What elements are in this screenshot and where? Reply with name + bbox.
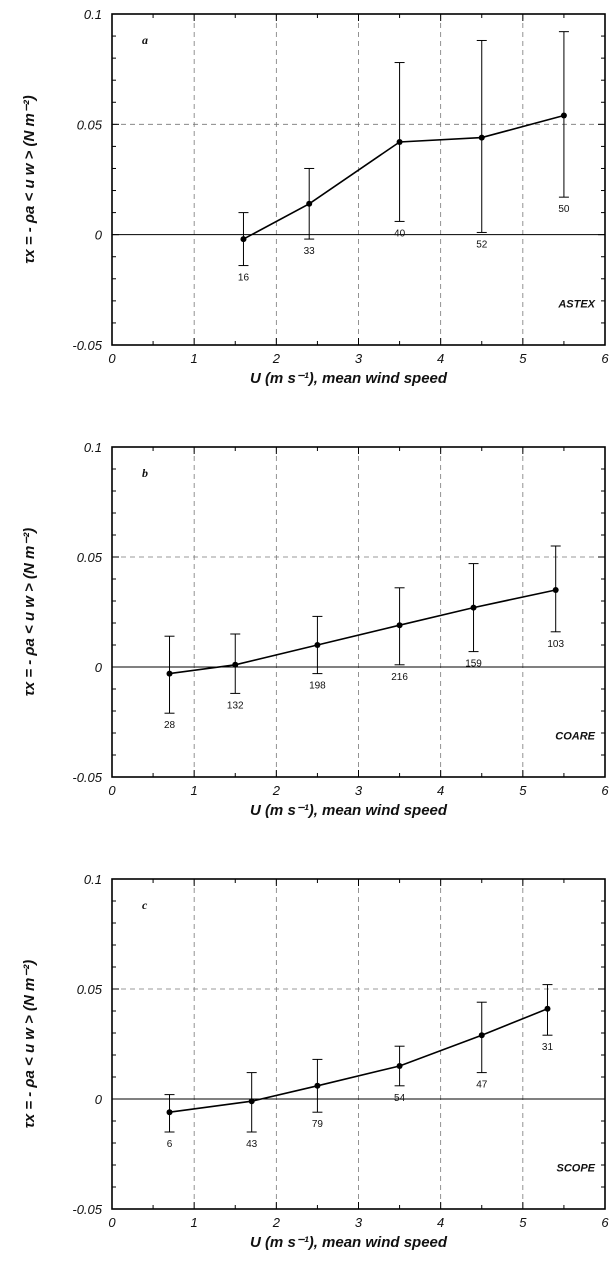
x-tick-label: 4 <box>437 1215 444 1230</box>
sample-count-label: 33 <box>304 246 316 257</box>
x-tick-label: 2 <box>272 351 281 366</box>
data-point <box>552 587 559 593</box>
panel-letter: c <box>142 898 148 912</box>
sample-count-label: 198 <box>309 681 326 692</box>
data-point <box>248 1098 255 1105</box>
x-tick-label: 1 <box>191 1215 198 1230</box>
x-tick-label: 3 <box>355 783 363 798</box>
data-point <box>396 1063 403 1069</box>
sample-count-label: 79 <box>312 1119 324 1130</box>
sample-count-label: 6 <box>167 1139 173 1150</box>
y-tick-label: 0.1 <box>84 872 102 887</box>
data-point <box>478 1032 485 1039</box>
campaign-label: SCOPE <box>556 1163 595 1175</box>
x-axis-label: U (m s⁻¹), mean wind speed <box>250 1234 448 1251</box>
y-tick-label: 0 <box>95 228 103 243</box>
y-tick-label: 0 <box>95 660 103 675</box>
data-point <box>166 1109 173 1116</box>
x-tick-label: 6 <box>601 351 609 366</box>
data-point <box>544 1005 551 1012</box>
data-point <box>560 112 567 119</box>
panel-letter: a <box>142 33 148 47</box>
sample-count-label: 43 <box>246 1139 258 1150</box>
y-tick-label: -0.05 <box>72 338 102 353</box>
sample-count-label: 103 <box>547 639 564 650</box>
sample-count-label: 16 <box>238 273 250 284</box>
y-axis-label: τx = - ρa < u w > (N m⁻²) <box>21 528 38 697</box>
x-tick-label: 1 <box>191 783 198 798</box>
y-tick-label: 0.1 <box>84 440 102 455</box>
y-tick-label: 0.1 <box>84 7 102 22</box>
x-axis-label: U (m s⁻¹), mean wind speed <box>250 802 448 819</box>
x-tick-label: 5 <box>519 351 527 366</box>
chart-panel-c: 0 1 2 3 4 5 6 -0.05 0 0.05 0.1 U (m s⁻¹), mean wind… <box>21 872 609 1251</box>
x-tick-label: 4 <box>437 783 444 798</box>
chart-panel-a: 0 1 2 3 4 5 6 -0.05 0 0.05 0.1 U (m s⁻¹), mean wind… <box>21 7 609 387</box>
data-point <box>314 1082 321 1089</box>
x-tick-label: 0 <box>108 1215 116 1230</box>
x-tick-label: 4 <box>437 351 444 366</box>
y-tick-label: -0.05 <box>72 770 102 785</box>
series-line <box>169 589 556 675</box>
y-tick-label: 0.05 <box>77 117 103 132</box>
series-line <box>243 114 565 240</box>
sample-count-label: 50 <box>558 204 570 215</box>
sample-count-label: 31 <box>542 1042 554 1053</box>
x-tick-label: 1 <box>191 351 198 366</box>
data-point <box>306 200 313 207</box>
data-point <box>396 138 403 145</box>
y-tick-label: 0.05 <box>77 982 103 997</box>
campaign-label: ASTEX <box>557 298 595 310</box>
y-tick-label: -0.05 <box>72 1202 102 1217</box>
x-tick-label: 3 <box>355 351 363 366</box>
x-tick-label: 2 <box>272 1215 281 1230</box>
campaign-label: COARE <box>555 731 595 743</box>
data-point <box>232 661 239 668</box>
x-tick-label: 0 <box>108 351 116 366</box>
x-tick-label: 5 <box>519 1215 527 1230</box>
data-point <box>470 604 477 611</box>
x-tick-label: 2 <box>272 783 281 798</box>
y-tick-label: 0 <box>95 1092 103 1107</box>
data-point <box>396 622 403 629</box>
panel-letter: b <box>142 466 148 480</box>
data-point <box>314 642 321 648</box>
sample-count-label: 159 <box>465 659 482 670</box>
series-line <box>169 1008 548 1113</box>
x-tick-label: 0 <box>108 783 116 798</box>
data-point <box>240 236 247 243</box>
x-tick-label: 5 <box>519 783 527 798</box>
sample-count-label: 47 <box>476 1080 488 1091</box>
data-point <box>166 670 173 677</box>
sample-count-label: 54 <box>394 1093 406 1104</box>
x-tick-label: 3 <box>355 1215 363 1230</box>
y-tick-label: 0.05 <box>77 550 103 565</box>
sample-count-label: 40 <box>394 228 406 239</box>
y-axis-label: τx = - ρa < u w > (N m⁻²) <box>21 95 38 264</box>
sample-count-label: 28 <box>164 720 176 731</box>
data-point <box>478 134 485 141</box>
sample-count-label: 52 <box>476 239 488 250</box>
sample-count-label: 132 <box>227 700 244 711</box>
x-tick-label: 6 <box>601 1215 609 1230</box>
x-axis-label: U (m s⁻¹), mean wind speed <box>250 370 448 387</box>
chart-panel-b: 0 1 2 3 4 5 6 -0.05 0 0.05 0.1 U (m s⁻¹), mean wind… <box>21 440 609 819</box>
sample-count-label: 216 <box>391 672 408 683</box>
x-tick-label: 6 <box>601 783 609 798</box>
y-axis-label: τx = - ρa < u w > (N m⁻²) <box>21 960 38 1129</box>
